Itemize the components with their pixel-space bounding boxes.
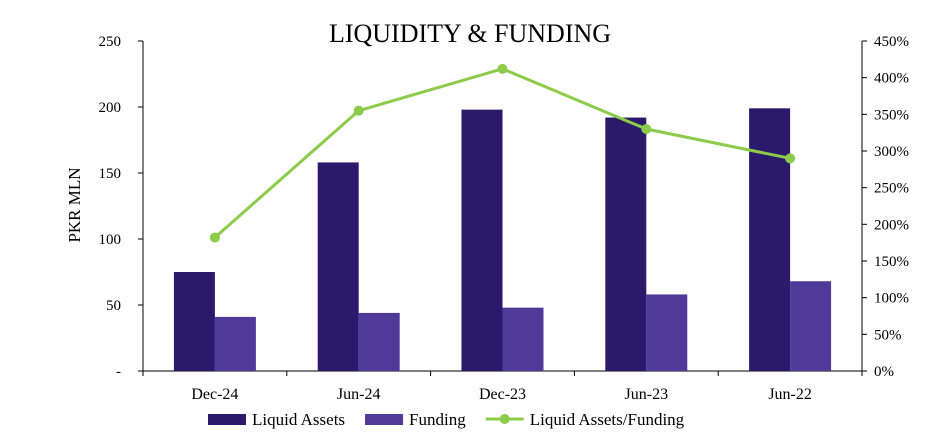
y-tick-label: 50 bbox=[106, 298, 121, 314]
y-tick-label: 200 bbox=[99, 100, 122, 116]
y2-tick-label: 200% bbox=[874, 217, 909, 233]
legend-label: Liquid Assets bbox=[252, 410, 345, 429]
y2-tick-label: 0% bbox=[874, 364, 894, 380]
bar bbox=[358, 312, 400, 371]
legend: Liquid Assets Funding Liquid Assets/Fundin… bbox=[208, 410, 685, 429]
x-tick-label: Jun-24 bbox=[337, 386, 381, 403]
y-axis-label: PKR MLN bbox=[65, 167, 84, 242]
bar bbox=[461, 109, 503, 371]
line-point bbox=[353, 105, 364, 116]
legend-swatch bbox=[208, 414, 246, 425]
chart-title: LIQUIDITY & FUNDING bbox=[329, 19, 611, 48]
x-tick-label: Dec-24 bbox=[191, 386, 238, 403]
legend-swatch-marker bbox=[499, 414, 510, 424]
legend-label: Funding bbox=[409, 410, 466, 429]
y2-tick-label: 150% bbox=[874, 254, 909, 270]
x-tick-label: Dec-23 bbox=[479, 386, 526, 403]
line-point bbox=[497, 63, 508, 74]
bar bbox=[646, 294, 688, 371]
y-tick-label: - bbox=[116, 364, 121, 380]
y2-tick-label: 450% bbox=[874, 34, 909, 50]
bar bbox=[502, 307, 544, 371]
y2-tick-label: 50% bbox=[874, 327, 902, 343]
line-point bbox=[209, 232, 220, 243]
bar bbox=[317, 162, 359, 371]
line-point bbox=[785, 153, 796, 164]
y2-tick-label: 100% bbox=[874, 291, 909, 307]
legend-swatch bbox=[365, 414, 404, 425]
legend-label: Liquid Assets/Funding bbox=[530, 410, 685, 429]
y-tick-label: 250 bbox=[99, 34, 122, 50]
y-tick-label: 150 bbox=[99, 166, 122, 182]
plot-marks: - 50 100 150 200 250 0% 50% 100% 150% 200% 250% 300%… bbox=[99, 34, 910, 403]
bar bbox=[790, 281, 832, 371]
bar bbox=[605, 117, 647, 371]
y-tick-label: 100 bbox=[99, 232, 122, 248]
bar bbox=[173, 272, 215, 371]
y2-tick-label: 400% bbox=[874, 71, 909, 87]
x-tick-label: Jun-22 bbox=[768, 386, 812, 403]
line-point bbox=[641, 124, 652, 134]
x-tick-label: Jun-23 bbox=[625, 386, 669, 403]
y2-tick-label: 250% bbox=[874, 181, 909, 197]
bar bbox=[214, 316, 256, 371]
bar bbox=[749, 108, 791, 371]
y2-tick-label: 350% bbox=[874, 107, 909, 123]
y2-tick-label: 300% bbox=[874, 144, 909, 160]
